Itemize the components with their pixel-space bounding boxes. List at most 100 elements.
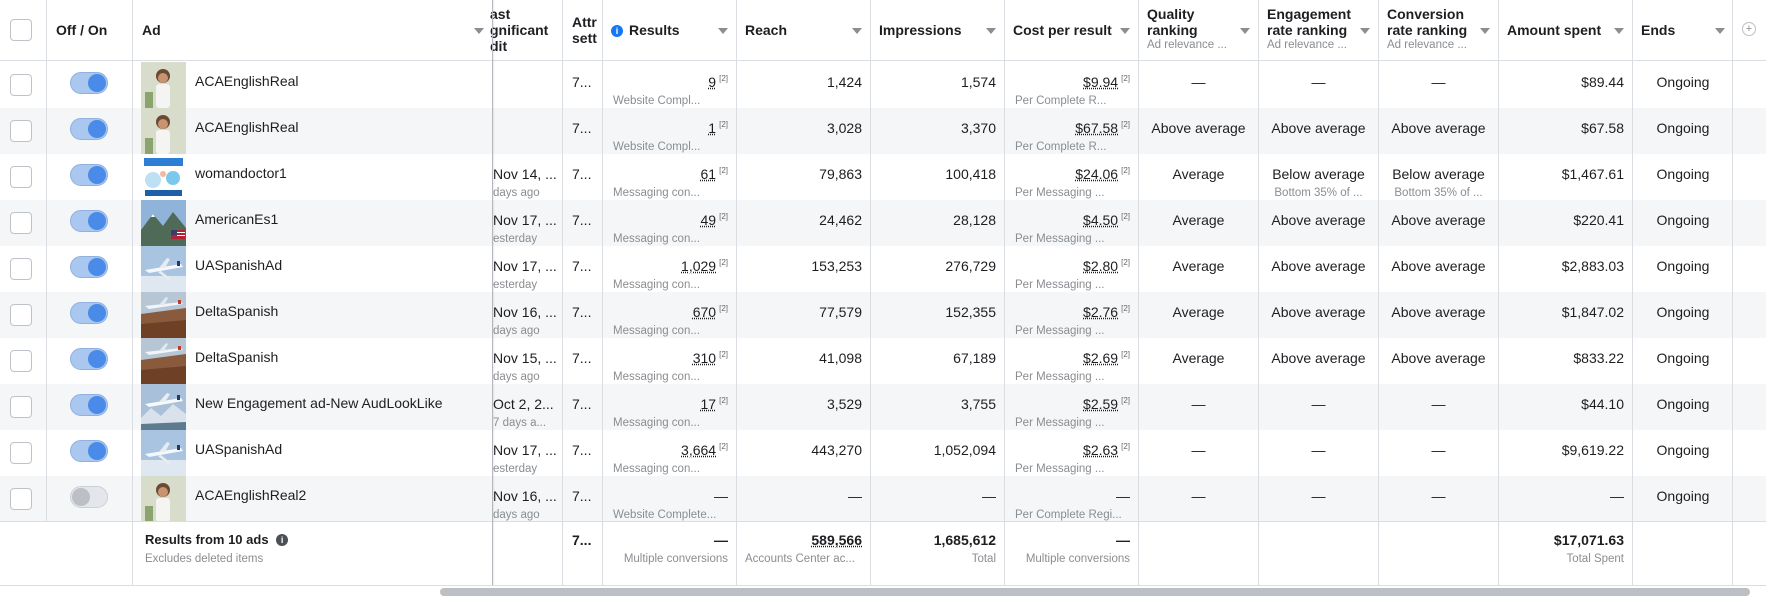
cost-value[interactable]: $4.50: [1083, 212, 1119, 228]
col-off-on[interactable]: Off / On: [48, 0, 132, 61]
col-last-significant-edit[interactable]: ast gnificant dit: [490, 0, 561, 61]
cost-value[interactable]: $2.80: [1083, 258, 1119, 274]
table-row[interactable]: ACAEnglishReal 7... 9 [2] Website Compl... 1…: [0, 62, 1766, 108]
results-value[interactable]: 1: [708, 120, 717, 136]
ad-name[interactable]: UASpanishAd: [195, 257, 283, 273]
ad-status-toggle[interactable]: [70, 118, 108, 140]
row-checkbox[interactable]: [10, 488, 32, 510]
ad-name[interactable]: UASpanishAd: [195, 441, 283, 457]
totals-reach-value[interactable]: 589,566: [811, 532, 862, 548]
ad-sort-chevron-icon[interactable]: [474, 28, 484, 34]
results-value[interactable]: 9: [708, 74, 717, 90]
totals-info-icon[interactable]: i: [276, 534, 289, 546]
totals-impressions: 1,685,612 Total: [871, 522, 1004, 587]
spent-sort-chevron-icon[interactable]: [1614, 28, 1624, 34]
woman-portrait-thumbnail[interactable]: [141, 62, 186, 108]
row-checkbox[interactable]: [10, 442, 32, 464]
ad-status-toggle[interactable]: [70, 440, 108, 462]
conversion-sort-chevron-icon[interactable]: [1480, 28, 1490, 34]
results-sort-chevron-icon[interactable]: [718, 28, 728, 34]
cost-value[interactable]: $2.69: [1083, 350, 1119, 366]
col-impressions[interactable]: Impressions: [871, 0, 1004, 61]
results-value[interactable]: 1,029: [681, 258, 717, 274]
cost-value[interactable]: $2.63: [1083, 442, 1119, 458]
table-row[interactable]: AmericanEs1 Nov 17, ... esterday 7... 49[…: [0, 200, 1766, 246]
ad-name[interactable]: AmericanEs1: [195, 211, 279, 227]
ad-status-toggle[interactable]: [70, 302, 108, 324]
cost-value[interactable]: $67.58: [1075, 120, 1119, 136]
reach-sort-chevron-icon[interactable]: [852, 28, 862, 34]
airplane-mountain-thumbnail[interactable]: [141, 384, 186, 430]
table-row[interactable]: ACAEnglishReal2 Nov 16, ... days ago 7..…: [0, 476, 1766, 522]
ad-name[interactable]: New Engagement ad-New AudLookLike: [195, 395, 443, 411]
table-row[interactable]: DeltaSpanish Nov 15, ... days ago 7... 31…: [0, 338, 1766, 384]
impressions-sort-chevron-icon[interactable]: [986, 28, 996, 34]
table-row[interactable]: womandoctor1 Nov 14, ... days ago 7... 61…: [0, 154, 1766, 200]
table-row[interactable]: New Engagement ad-New AudLookLike Oct 2,…: [0, 384, 1766, 430]
horizontal-scrollbar-thumb[interactable]: [440, 588, 1750, 596]
results-value[interactable]: 17: [700, 396, 717, 412]
ad-status-toggle[interactable]: [70, 72, 108, 94]
cost-value[interactable]: $2.76: [1083, 304, 1119, 320]
ad-name[interactable]: ACAEnglishReal: [195, 73, 299, 89]
table-row[interactable]: UASpanishAd Nov 17, ... esterday 7... 3,6…: [0, 430, 1766, 476]
ad-name[interactable]: DeltaSpanish: [195, 349, 279, 365]
add-column-icon[interactable]: +: [1742, 22, 1756, 36]
ends-sort-chevron-icon[interactable]: [1715, 28, 1725, 34]
ad-status-toggle[interactable]: [70, 210, 108, 232]
woman-portrait-thumbnail[interactable]: [141, 476, 186, 522]
col-cost-per-result[interactable]: Cost per result: [1005, 0, 1138, 61]
airplane-sky-thumbnail[interactable]: [141, 430, 186, 476]
row-checkbox[interactable]: [10, 350, 32, 372]
row-checkbox[interactable]: [10, 212, 32, 234]
col-conversion-ranking[interactable]: Conversion rate ranking Ad relevance ...: [1379, 0, 1498, 61]
cost-value[interactable]: $9.94: [1083, 74, 1119, 90]
airplane-canyon-thumbnail[interactable]: [141, 338, 186, 384]
ad-status-toggle[interactable]: [70, 486, 108, 508]
table-row[interactable]: UASpanishAd Nov 17, ... esterday 7... 1,0…: [0, 246, 1766, 292]
results-value[interactable]: 310: [692, 350, 717, 366]
ad-status-toggle[interactable]: [70, 348, 108, 370]
table-row[interactable]: ACAEnglishReal 7... 1 [2] Website Compl... 3…: [0, 108, 1766, 154]
row-checkbox[interactable]: [10, 74, 32, 96]
ad-status-toggle[interactable]: [70, 256, 108, 278]
engagement-sort-chevron-icon[interactable]: [1360, 28, 1370, 34]
row-checkbox[interactable]: [10, 166, 32, 188]
ad-name[interactable]: DeltaSpanish: [195, 303, 279, 319]
cost-sort-chevron-icon[interactable]: [1120, 28, 1130, 34]
results-value[interactable]: 61: [700, 166, 717, 182]
horizontal-scrollbar[interactable]: [440, 588, 1752, 596]
results-value[interactable]: 49: [700, 212, 717, 228]
ad-status-toggle[interactable]: [70, 164, 108, 186]
col-reach[interactable]: Reach: [737, 0, 870, 61]
cost-value[interactable]: $2.59: [1083, 396, 1119, 412]
row-checkbox[interactable]: [10, 258, 32, 280]
airplane-sky-thumbnail[interactable]: [141, 246, 186, 292]
cost-value[interactable]: $24.06: [1075, 166, 1119, 182]
col-ends[interactable]: Ends: [1633, 0, 1733, 61]
col-engagement-ranking[interactable]: Engagement rate ranking Ad relevance ...: [1259, 0, 1378, 61]
results-value[interactable]: 670: [692, 304, 717, 320]
engagement-value: —: [1311, 74, 1326, 90]
mountain-flag-thumbnail[interactable]: [141, 200, 186, 246]
row-checkbox[interactable]: [10, 396, 32, 418]
ad-status-toggle[interactable]: [70, 394, 108, 416]
ad-name[interactable]: ACAEnglishReal: [195, 119, 299, 135]
select-all-checkbox[interactable]: [10, 19, 32, 41]
doctor-graphic-thumbnail[interactable]: [141, 154, 186, 200]
col-results[interactable]: i Results: [603, 0, 736, 61]
woman-portrait-thumbnail[interactable]: [141, 108, 186, 154]
table-row[interactable]: DeltaSpanish Nov 16, ... days ago 7... 67…: [0, 292, 1766, 338]
row-checkbox[interactable]: [10, 304, 32, 326]
col-amount-spent[interactable]: Amount spent: [1499, 0, 1632, 61]
ad-name[interactable]: womandoctor1: [195, 165, 287, 181]
quality-sort-chevron-icon[interactable]: [1240, 28, 1250, 34]
airplane-canyon-thumbnail[interactable]: [141, 292, 186, 338]
results-value[interactable]: 3,664: [681, 442, 717, 458]
ad-name[interactable]: ACAEnglishReal2: [195, 487, 307, 503]
results-info-icon[interactable]: i: [611, 25, 623, 37]
col-attribution-setting[interactable]: Attr sett: [564, 0, 602, 61]
col-ad[interactable]: Ad: [134, 0, 492, 61]
col-quality-ranking[interactable]: Quality ranking Ad relevance ...: [1139, 0, 1258, 61]
row-checkbox[interactable]: [10, 120, 32, 142]
